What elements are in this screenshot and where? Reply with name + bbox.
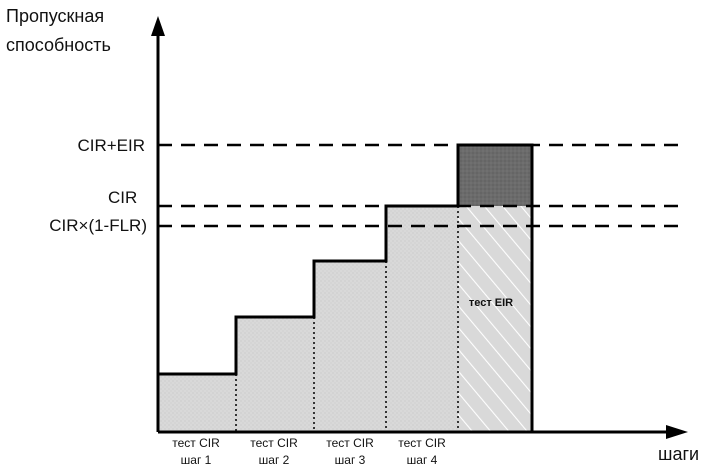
staircase-fill <box>158 206 458 432</box>
step-2-label-line1: тест CIR <box>250 436 298 450</box>
eir-test-column <box>458 206 532 432</box>
x-axis-arrow <box>666 425 688 439</box>
eir-excess-block <box>458 145 532 206</box>
y-axis-arrow <box>151 16 165 36</box>
cir-flr-label: CIR×(1-FLR) <box>49 216 147 235</box>
x-axis-title: шаги <box>658 444 699 464</box>
cir-eir-label: CIR+EIR <box>77 136 145 155</box>
step-1-label-line2: шаг 1 <box>181 453 212 467</box>
step-2-label-line2: шаг 2 <box>259 453 290 467</box>
step-3-label-line2: шаг 3 <box>335 453 366 467</box>
step-3-label-line1: тест CIR <box>326 436 374 450</box>
cir-label: CIR <box>108 188 137 207</box>
step-4-label-line2: шаг 4 <box>407 453 438 467</box>
step-1-label-line1: тест CIR <box>172 436 220 450</box>
y-axis-title-line1: Пропускная <box>6 6 104 26</box>
step-4-label-line1: тест CIR <box>398 436 446 450</box>
y-axis-title-line2: способность <box>6 35 111 55</box>
eir-test-label: тест EIR <box>469 297 513 309</box>
